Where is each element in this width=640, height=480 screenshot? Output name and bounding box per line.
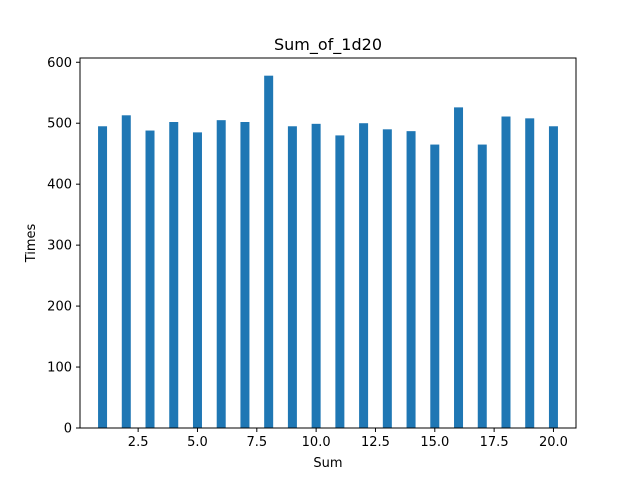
y-tick-label: 600 <box>47 56 72 71</box>
y-tick-label: 0 <box>64 422 72 437</box>
bar-6 <box>216 120 226 429</box>
y-tick-label: 100 <box>47 361 72 376</box>
x-tick-label: 2.5 <box>128 435 149 450</box>
chart-title: Sum_of_1d20 <box>274 35 382 55</box>
bar-7 <box>240 122 250 428</box>
bar-18 <box>501 116 511 429</box>
bar-1 <box>98 126 108 429</box>
x-tick-label: 20.0 <box>539 435 568 450</box>
x-tick-label: 17.5 <box>480 435 509 450</box>
bar-5 <box>192 132 202 428</box>
bar-14 <box>406 131 416 428</box>
bar-4 <box>169 122 179 428</box>
x-axis-ticks: 2.5 5.0 7.5 10.0 12.5 15.0 17.5 20.0 <box>128 428 568 450</box>
bar-20 <box>548 126 558 429</box>
bar-15 <box>430 144 440 428</box>
x-tick-label: 10.0 <box>302 435 331 450</box>
bar-13 <box>382 129 392 428</box>
x-axis-label: Sum <box>313 456 342 471</box>
x-tick-label: 15.0 <box>420 435 449 450</box>
bar-2 <box>121 115 131 429</box>
bar-16 <box>454 107 464 429</box>
bar-11 <box>335 135 345 428</box>
bar-19 <box>525 118 535 428</box>
x-tick-label: 5.0 <box>187 435 208 450</box>
bar-8 <box>264 75 274 429</box>
y-tick-label: 200 <box>47 300 72 315</box>
bar-9 <box>287 126 297 429</box>
x-tick-label: 7.5 <box>246 435 267 450</box>
bar-3 <box>145 130 155 429</box>
y-axis-ticks: 0 100 200 300 400 500 600 <box>47 56 80 437</box>
y-tick-label: 500 <box>47 117 72 132</box>
y-tick-label: 400 <box>47 178 72 193</box>
y-axis-label: Times <box>24 223 39 263</box>
x-tick-label: 12.5 <box>361 435 390 450</box>
bar-12 <box>359 123 369 428</box>
y-tick-label: 300 <box>47 239 72 254</box>
bar-10 <box>311 123 321 428</box>
bar-17 <box>477 144 487 428</box>
bars-layer <box>98 75 558 429</box>
plot-frame <box>79 57 577 429</box>
